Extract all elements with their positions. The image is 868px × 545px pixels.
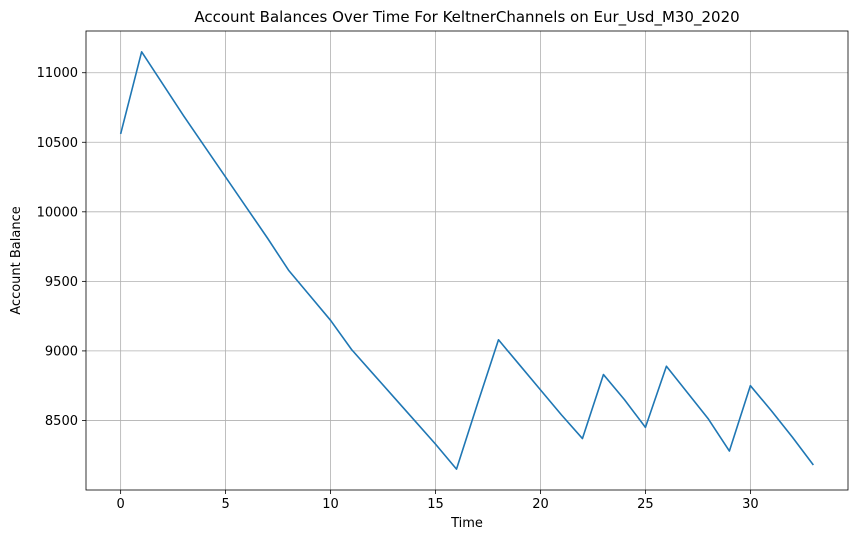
y-tick-label: 10500 xyxy=(37,136,78,151)
x-axis-label: Time xyxy=(450,516,483,531)
x-tick-label: 25 xyxy=(637,497,654,512)
y-tick-label: 10000 xyxy=(37,205,78,220)
y-tick-label: 9500 xyxy=(45,275,78,290)
x-tick-label: 5 xyxy=(221,497,229,512)
plot-frame xyxy=(85,30,849,491)
x-tick-label: 15 xyxy=(427,497,444,512)
x-tick-label: 10 xyxy=(322,497,339,512)
grid-lines xyxy=(86,31,848,490)
y-axis-label: Account Balance xyxy=(9,206,24,314)
y-tick-label: 9000 xyxy=(45,344,78,359)
y-tick-label: 8500 xyxy=(45,414,78,429)
series-group xyxy=(119,51,814,470)
chart-title: Account Balances Over Time For KeltnerCh… xyxy=(194,8,739,27)
x-tick-label: 30 xyxy=(742,497,759,512)
x-tick-label: 20 xyxy=(532,497,549,512)
x-tick-label: 0 xyxy=(116,497,124,512)
y-tick-label: 11000 xyxy=(37,66,78,81)
series-line xyxy=(119,51,814,470)
tick-group: 0 5 10 15 20 25 30 8500 9000 9500 10000 10500 11000 xyxy=(37,66,759,512)
